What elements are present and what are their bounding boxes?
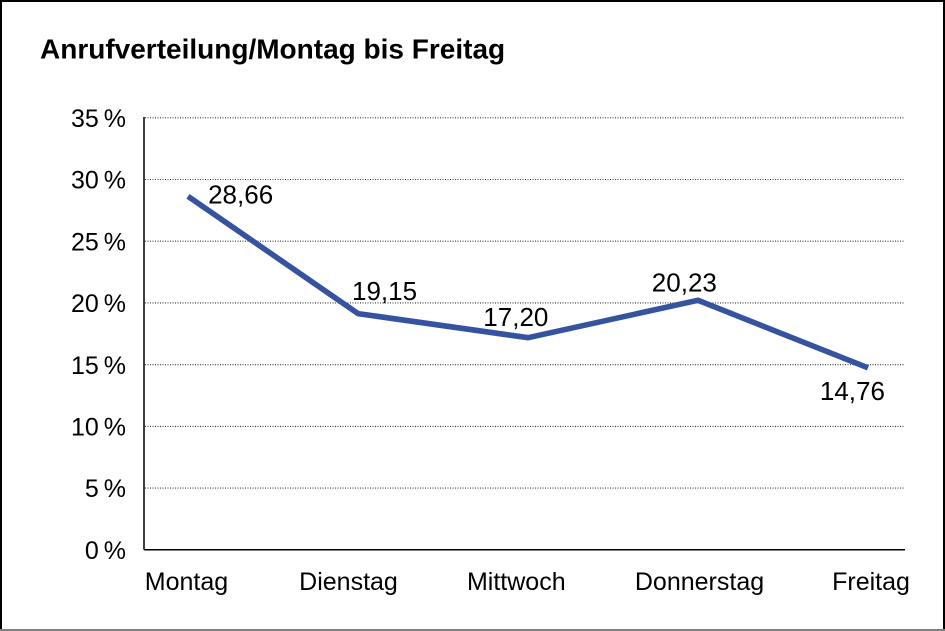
svg-text:10 %: 10 %	[71, 414, 126, 442]
svg-text:Freitag: Freitag	[832, 568, 910, 596]
svg-text:5 %: 5 %	[85, 475, 126, 503]
svg-text:15 %: 15 %	[71, 352, 126, 380]
svg-text:19,15: 19,15	[352, 276, 417, 306]
svg-text:Donnerstag: Donnerstag	[635, 568, 764, 596]
svg-text:25 %: 25 %	[71, 228, 126, 256]
svg-text:20,23: 20,23	[652, 267, 717, 297]
svg-text:35 %: 35 %	[71, 105, 126, 133]
svg-text:20 %: 20 %	[71, 290, 126, 318]
svg-text:28,66: 28,66	[208, 180, 273, 210]
svg-text:Dienstag: Dienstag	[299, 568, 398, 596]
svg-text:Mittwoch: Mittwoch	[467, 568, 566, 596]
svg-text:30 %: 30 %	[71, 167, 126, 195]
svg-text:0 %: 0 %	[85, 537, 126, 565]
svg-text:14,76: 14,76	[820, 376, 885, 406]
svg-text:Montag: Montag	[145, 568, 228, 596]
svg-text:17,20: 17,20	[483, 302, 548, 332]
svg-text:Anrufverteilung/Montag bis Fre: Anrufverteilung/Montag bis Freitag	[40, 33, 505, 64]
